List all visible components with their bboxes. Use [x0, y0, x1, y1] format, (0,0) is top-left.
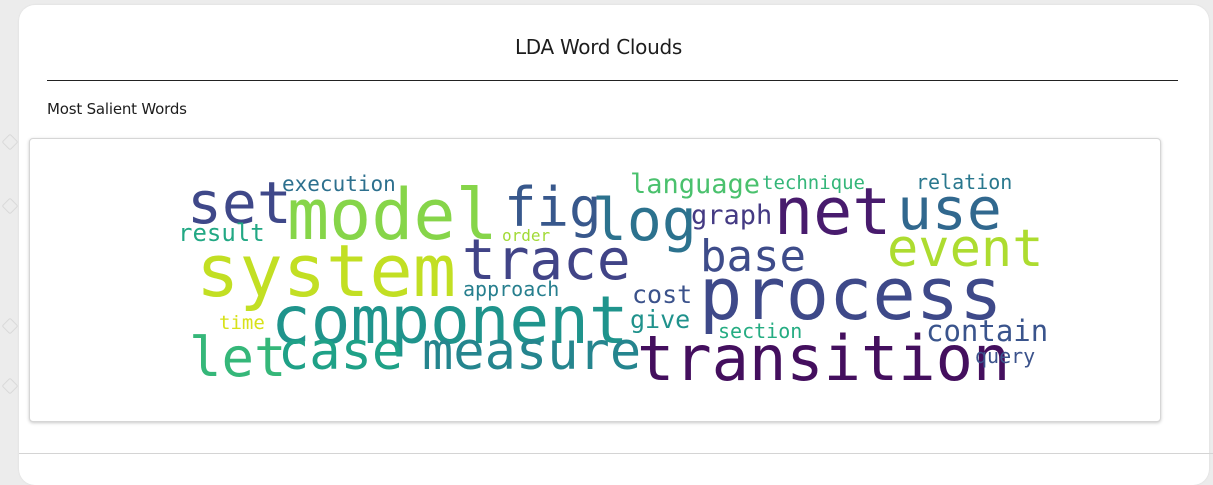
word-cloud-word: component [271, 282, 629, 359]
word-cloud-word: time [219, 312, 265, 334]
word-cloud-word: query [975, 344, 1035, 368]
word-cloud-word: fig [504, 176, 602, 239]
word-cloud-word: technique [762, 172, 865, 194]
word-cloud-word: log [592, 186, 697, 254]
word-cloud-word: give [630, 305, 690, 334]
section-label: Most Salient Words [47, 100, 187, 118]
word-cloud-word: event [887, 219, 1044, 279]
word-cloud-word: net [774, 175, 891, 250]
word-cloud-word: execution [282, 172, 396, 196]
word-cloud-panel: set execution model fig log language technique… [29, 138, 1161, 422]
word-cloud-word: section [718, 319, 802, 343]
background-decoration [1, 377, 19, 395]
word-cloud-word: use [897, 175, 1002, 243]
word-cloud-word: let [189, 326, 287, 389]
word-cloud-word: trace [462, 228, 631, 293]
word-cloud-word: language [630, 169, 760, 200]
word-cloud-word: cost [632, 280, 692, 309]
word-cloud-word: order [502, 226, 551, 245]
background-decoration [1, 317, 19, 335]
word-cloud-word: graph [691, 200, 772, 231]
word-cloud-word: contain [926, 314, 1048, 348]
word-cloud-word: base [700, 231, 806, 282]
word-cloud-word: model [287, 174, 498, 256]
word-cloud-word: transition [637, 322, 1010, 395]
background-decoration [1, 133, 19, 151]
word-cloud-word: measure [422, 322, 641, 382]
word-cloud-word: relation [916, 170, 1012, 194]
title-divider [47, 80, 1178, 81]
word-cloud-word: case [278, 322, 403, 382]
page-title: LDA Word Clouds [514, 35, 683, 59]
word-cloud-word: approach [463, 277, 559, 301]
word-cloud-word: result [178, 219, 265, 247]
background-decoration [1, 197, 19, 215]
word-cloud-word: system [196, 229, 456, 313]
word-cloud-word: process [699, 252, 1002, 336]
word-cloud-word: set [187, 169, 292, 237]
bottom-divider [19, 453, 1213, 454]
